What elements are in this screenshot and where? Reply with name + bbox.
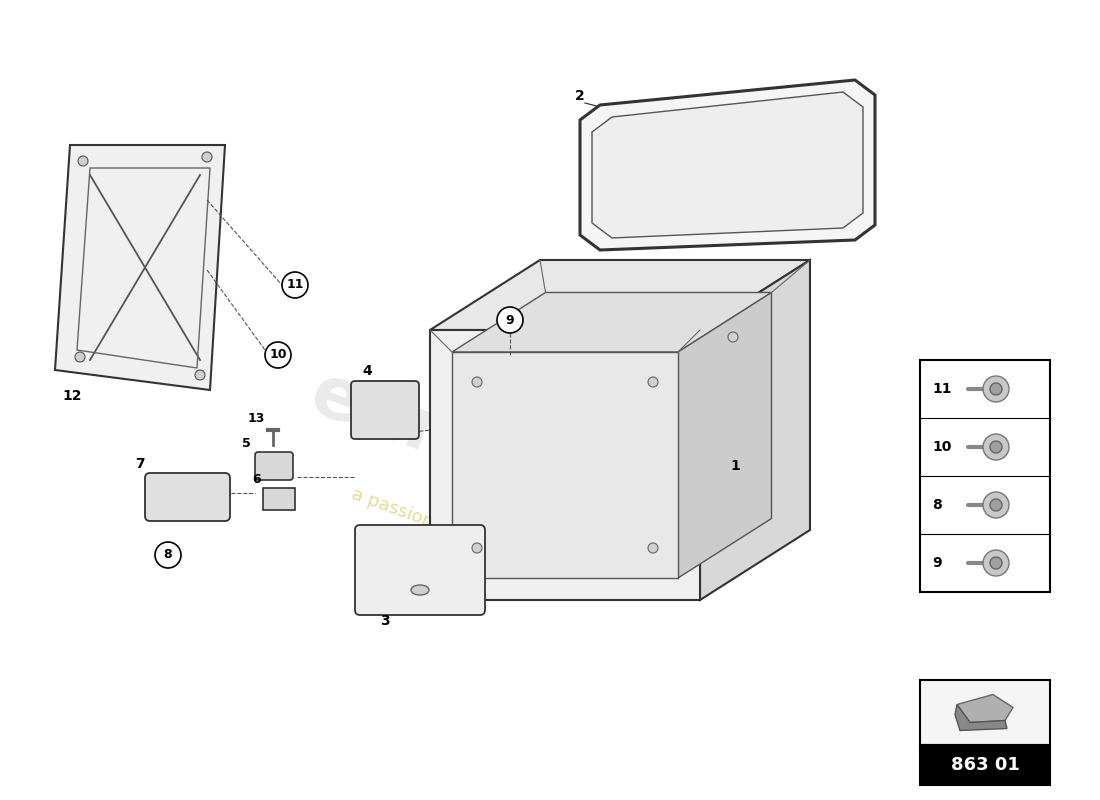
Circle shape: [983, 492, 1009, 518]
Polygon shape: [430, 330, 700, 600]
Text: 9: 9: [506, 314, 515, 326]
Text: 13: 13: [248, 412, 265, 425]
FancyBboxPatch shape: [351, 381, 419, 439]
Polygon shape: [920, 680, 1050, 745]
Circle shape: [78, 156, 88, 166]
Circle shape: [195, 370, 205, 380]
Circle shape: [990, 441, 1002, 453]
Circle shape: [648, 543, 658, 553]
Text: 863 01: 863 01: [950, 756, 1020, 774]
Polygon shape: [592, 92, 864, 238]
Text: 11: 11: [932, 382, 952, 396]
Circle shape: [282, 272, 308, 298]
Circle shape: [497, 307, 522, 333]
Text: 12: 12: [62, 389, 81, 403]
Polygon shape: [452, 293, 771, 352]
Text: euroParts: euroParts: [301, 359, 700, 561]
Circle shape: [472, 377, 482, 387]
Polygon shape: [700, 260, 810, 600]
FancyBboxPatch shape: [355, 525, 485, 615]
Text: 8: 8: [932, 498, 942, 512]
Polygon shape: [920, 360, 1050, 592]
Polygon shape: [55, 145, 225, 390]
Polygon shape: [580, 80, 874, 250]
Circle shape: [472, 543, 482, 553]
Text: 4: 4: [362, 364, 372, 378]
Polygon shape: [452, 352, 678, 578]
Text: 2: 2: [575, 89, 585, 103]
Text: 9: 9: [932, 556, 942, 570]
Text: 7: 7: [135, 457, 144, 471]
Polygon shape: [678, 293, 771, 578]
Circle shape: [983, 434, 1009, 460]
Text: 5: 5: [242, 437, 251, 450]
Circle shape: [990, 499, 1002, 511]
Text: 8: 8: [164, 549, 173, 562]
Circle shape: [75, 352, 85, 362]
Text: 1: 1: [730, 459, 739, 473]
Ellipse shape: [411, 585, 429, 595]
Text: 6: 6: [252, 473, 261, 486]
Circle shape: [265, 342, 292, 368]
Circle shape: [983, 550, 1009, 576]
FancyBboxPatch shape: [255, 452, 293, 480]
Polygon shape: [955, 705, 1006, 730]
Circle shape: [990, 557, 1002, 569]
Text: 10: 10: [270, 349, 287, 362]
Text: 10: 10: [932, 440, 952, 454]
Polygon shape: [430, 260, 810, 330]
Circle shape: [728, 332, 738, 342]
Circle shape: [155, 542, 182, 568]
Circle shape: [648, 377, 658, 387]
Text: 11: 11: [286, 278, 304, 291]
Polygon shape: [957, 694, 1013, 722]
FancyBboxPatch shape: [263, 488, 295, 510]
Circle shape: [990, 383, 1002, 395]
Text: 3: 3: [379, 614, 389, 628]
Text: a passion for parts since 1985: a passion for parts since 1985: [349, 485, 612, 595]
Polygon shape: [920, 745, 1050, 785]
Circle shape: [983, 376, 1009, 402]
Circle shape: [202, 152, 212, 162]
FancyBboxPatch shape: [145, 473, 230, 521]
